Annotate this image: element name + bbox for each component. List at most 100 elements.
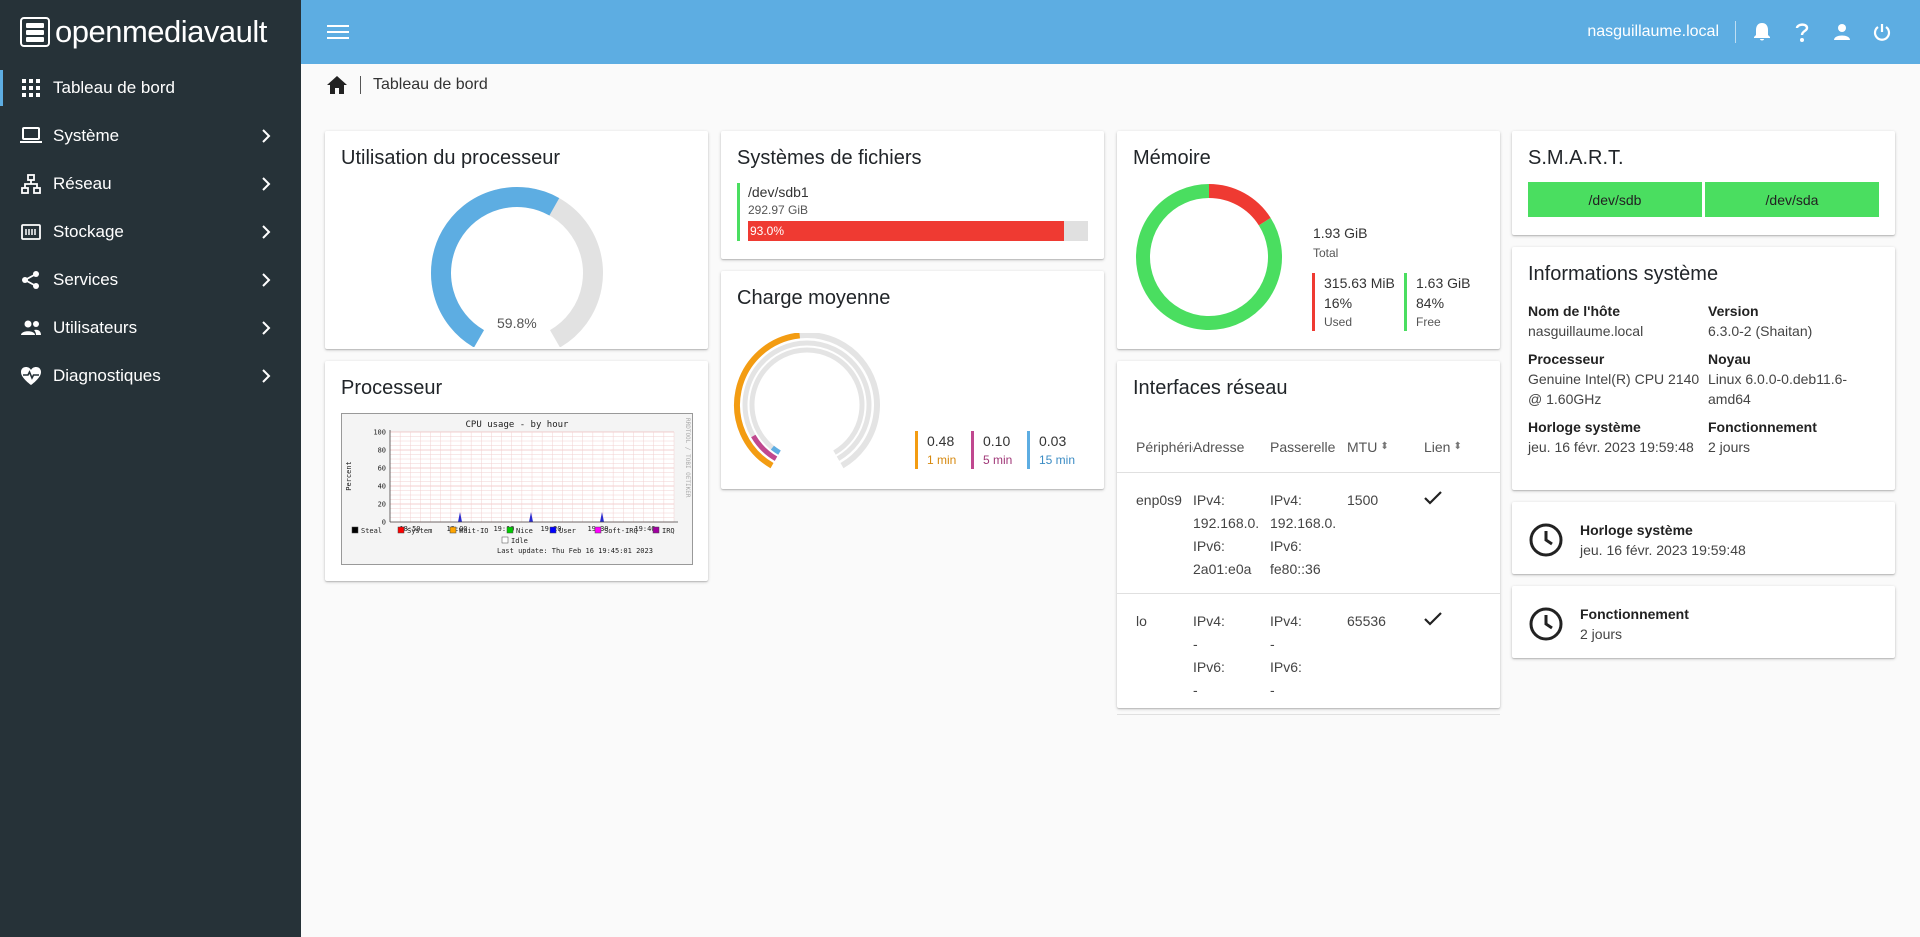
cpu-spike xyxy=(600,512,604,522)
graph-title: CPU usage - by hour xyxy=(466,420,570,430)
column-label: MTU xyxy=(1347,438,1378,455)
graph-side-text: RRDTOOL / TOBI OETIKER xyxy=(684,418,691,498)
load-average-gauge xyxy=(734,333,880,469)
column-header-gateway[interactable]: Passerelle xyxy=(1270,439,1347,455)
column-header-mtu[interactable]: MTU ⬍ xyxy=(1347,439,1424,455)
legend-swatch xyxy=(351,526,359,534)
cell-device: lo xyxy=(1136,613,1147,629)
load-15min-label: 15 min xyxy=(1039,453,1076,467)
notifications-bell-icon[interactable] xyxy=(1742,12,1782,52)
memory-used-value: 315.63 MiB xyxy=(1324,275,1395,291)
column-header-address[interactable]: Adresse xyxy=(1193,439,1270,455)
hostname-label: Nom de l'hôte xyxy=(1528,303,1620,319)
menu-toggle-icon[interactable] xyxy=(327,24,349,40)
legend-label: User xyxy=(559,527,576,535)
legend-swatch xyxy=(506,526,514,534)
memory-free-percent: 84% xyxy=(1416,295,1445,311)
smart-device-sda[interactable]: /dev/sda xyxy=(1705,182,1879,217)
legend-swatch xyxy=(501,536,509,544)
x-tick-label: 19:10 xyxy=(493,525,514,533)
kernel-label: Noyau xyxy=(1708,351,1751,367)
chevron-right-icon xyxy=(262,273,271,287)
sidebar-item-users[interactable]: Utilisateurs xyxy=(0,304,301,352)
system-info-grid: Nom de l'hôte nasguillaume.local Version… xyxy=(1528,301,1880,457)
legend-swatch xyxy=(652,526,660,534)
power-icon[interactable] xyxy=(1862,12,1902,52)
column-header-link[interactable]: Lien ⬍ xyxy=(1424,439,1484,455)
filesystems-widget: Systèmes de fichiers /dev/sdb1 292.97 Gi… xyxy=(721,131,1104,259)
filesystem-usage-fill: 93.0% xyxy=(748,221,1065,241)
home-icon[interactable] xyxy=(326,75,348,95)
system-clock-value: jeu. 16 févr. 2023 19:59:48 xyxy=(1528,439,1694,455)
chevron-right-icon xyxy=(262,321,271,335)
cpu-graph-svg: CPU usage - by hour Percent RRDTOOL / TOBI… xyxy=(342,414,692,564)
uptime-value: 2 jours xyxy=(1708,439,1751,455)
top-bar: nasguillaume.local xyxy=(301,0,1920,64)
smart-device-sdb[interactable]: /dev/sdb xyxy=(1528,182,1702,217)
load-gauge-track xyxy=(742,340,872,461)
filesystem-usage-bar: 93.0% xyxy=(748,221,1088,241)
legend-swatch xyxy=(594,526,602,534)
sort-icon: ⬍ xyxy=(1453,441,1462,452)
gateway-line: - xyxy=(1270,636,1275,652)
breadcrumb: Tableau de bord xyxy=(326,74,488,96)
chevron-right-icon xyxy=(262,225,271,239)
user-account-icon[interactable] xyxy=(1822,12,1862,52)
sidebar-item-dashboard[interactable]: Tableau de bord xyxy=(0,64,301,112)
column-header-device[interactable]: Périphérique xyxy=(1136,438,1193,455)
table-row[interactable]: lo IPv4: - IPv6: - IPv4: - IPv6: - 65536 xyxy=(1117,594,1500,715)
laptop-icon xyxy=(20,125,42,147)
system-clock-label: Horloge système xyxy=(1528,419,1641,435)
sidebar-item-system[interactable]: Système xyxy=(0,112,301,160)
y-tick-label: 60 xyxy=(378,465,386,473)
widget-title: Systèmes de fichiers xyxy=(737,147,922,169)
column-label: Lien xyxy=(1424,438,1451,455)
cell-address: IPv4: 192.168.0. IPv6: 2a01:e0a xyxy=(1193,473,1270,593)
memory-used-slice xyxy=(1208,184,1271,226)
widget-title: Charge moyenne xyxy=(737,287,891,309)
gateway-line: 192.168.0. xyxy=(1270,515,1337,531)
sidebar-item-storage[interactable]: Stockage xyxy=(0,208,301,256)
users-icon xyxy=(20,317,42,339)
load-gauge-arc-2 xyxy=(751,434,778,461)
check-icon xyxy=(1424,491,1442,505)
sidebar-item-network[interactable]: Réseau xyxy=(0,160,301,208)
hostname-value: nasguillaume.local xyxy=(1528,323,1644,339)
sidebar-item-services[interactable]: Services xyxy=(0,256,301,304)
filesystem-entry[interactable]: /dev/sdb1 292.97 GiB 93.0% xyxy=(737,183,1088,241)
load-5min-value: 0.10 xyxy=(983,433,1011,449)
y-tick-label: 40 xyxy=(378,483,386,491)
x-tick-label: 19:40 xyxy=(634,525,655,533)
sidebar-item-diagnostics[interactable]: Diagnostiques xyxy=(0,352,301,400)
legend-label: Steal xyxy=(361,527,382,535)
gateway-line: IPv6: xyxy=(1270,659,1302,675)
app-logo[interactable]: openmediavault xyxy=(0,0,301,64)
version-label: Version xyxy=(1708,303,1759,319)
memory-total-value: 1.93 GiB xyxy=(1313,225,1368,241)
clock-icon xyxy=(1529,523,1563,557)
network-interfaces-widget: Interfaces réseau Périphérique Adresse P… xyxy=(1117,361,1500,715)
address-line: - xyxy=(1193,636,1198,652)
x-tick-label: 19:00 xyxy=(446,525,467,533)
help-icon[interactable] xyxy=(1782,12,1822,52)
chevron-right-icon xyxy=(262,129,271,143)
uptime-title: Fonctionnement xyxy=(1580,606,1689,622)
load-15min-value: 0.03 xyxy=(1039,433,1067,449)
load-gauge-arc-3 xyxy=(770,445,781,455)
sidebar: openmediavault Tableau de bord Système R… xyxy=(0,0,301,937)
chevron-right-icon xyxy=(262,177,271,191)
sidebar-item-label: Tableau de bord xyxy=(53,78,175,97)
graph-last-update: Last update: Thu Feb 16 19:45:01 2023 xyxy=(497,547,653,555)
load-gauge-arc-1 xyxy=(734,333,801,469)
legend-swatch xyxy=(449,526,457,534)
address-line: IPv4: xyxy=(1193,492,1225,508)
version-value: 6.3.0-2 (Shaitan) xyxy=(1708,323,1813,339)
load-1min-value: 0.48 xyxy=(927,433,955,449)
system-clock-widget: Horloge système jeu. 16 févr. 2023 19:59… xyxy=(1512,502,1895,574)
breadcrumb-current: Tableau de bord xyxy=(373,76,488,93)
cpu-usage-gauge xyxy=(430,187,603,347)
load-average-widget: Charge moyenne 0.48 1 min 0.10 5 min 0.0… xyxy=(721,271,1104,489)
sidebar-item-label: Services xyxy=(53,270,119,289)
address-line: - xyxy=(1193,682,1198,698)
table-row[interactable]: enp0s9 IPv4: 192.168.0. IPv6: 2a01:e0a I… xyxy=(1117,473,1500,594)
